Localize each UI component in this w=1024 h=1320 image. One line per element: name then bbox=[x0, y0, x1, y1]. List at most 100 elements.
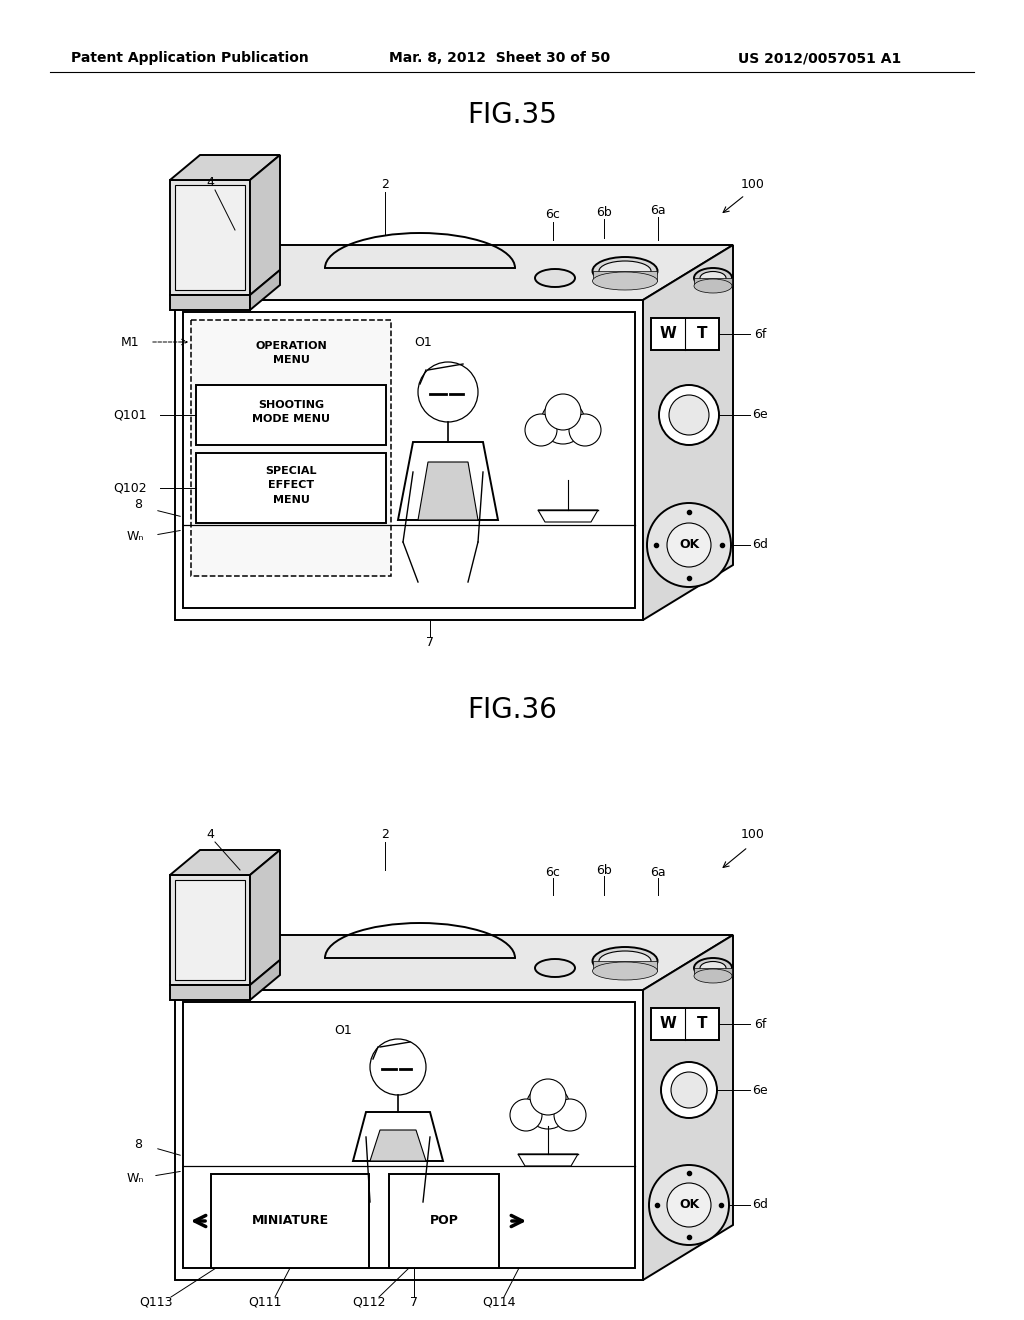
Bar bbox=[170, 985, 250, 1001]
Polygon shape bbox=[250, 850, 280, 985]
Circle shape bbox=[418, 362, 478, 422]
Text: W: W bbox=[659, 326, 677, 342]
Circle shape bbox=[671, 1072, 707, 1107]
Ellipse shape bbox=[694, 958, 732, 978]
Text: Q114: Q114 bbox=[482, 1295, 516, 1308]
Ellipse shape bbox=[694, 268, 732, 288]
Circle shape bbox=[659, 385, 719, 445]
Text: 6f: 6f bbox=[754, 1018, 766, 1031]
Bar bbox=[175, 300, 643, 620]
Text: 8: 8 bbox=[134, 1138, 142, 1151]
Text: MINIATURE: MINIATURE bbox=[252, 1214, 329, 1228]
Circle shape bbox=[525, 414, 557, 446]
Text: Wₙ: Wₙ bbox=[126, 531, 143, 544]
Polygon shape bbox=[353, 1111, 443, 1162]
Text: SHOOTING: SHOOTING bbox=[258, 400, 324, 411]
Polygon shape bbox=[694, 279, 732, 286]
Circle shape bbox=[541, 400, 585, 444]
Text: Patent Application Publication: Patent Application Publication bbox=[71, 51, 309, 65]
Polygon shape bbox=[250, 271, 280, 310]
Bar bbox=[183, 312, 635, 609]
Text: 7: 7 bbox=[410, 1295, 418, 1308]
Text: 100: 100 bbox=[741, 178, 765, 191]
Text: Q112: Q112 bbox=[352, 1295, 386, 1308]
Text: 6c: 6c bbox=[546, 209, 560, 222]
Circle shape bbox=[545, 393, 581, 430]
Bar bbox=[196, 453, 386, 523]
Text: Q102: Q102 bbox=[114, 482, 146, 495]
Polygon shape bbox=[694, 968, 732, 975]
Ellipse shape bbox=[593, 257, 657, 285]
Text: 2: 2 bbox=[381, 178, 389, 191]
Ellipse shape bbox=[599, 950, 651, 972]
Circle shape bbox=[647, 503, 731, 587]
Text: Q113: Q113 bbox=[139, 1295, 173, 1308]
Ellipse shape bbox=[593, 962, 657, 979]
Text: 6b: 6b bbox=[596, 863, 612, 876]
Circle shape bbox=[526, 1085, 570, 1129]
Text: W: W bbox=[659, 1016, 677, 1031]
Bar bbox=[211, 1173, 369, 1269]
Circle shape bbox=[667, 523, 711, 568]
Bar bbox=[651, 1008, 719, 1040]
Bar bbox=[175, 880, 245, 979]
Ellipse shape bbox=[700, 961, 726, 974]
Text: 6b: 6b bbox=[596, 206, 612, 219]
Text: 6f: 6f bbox=[754, 327, 766, 341]
Polygon shape bbox=[175, 246, 733, 300]
Text: Mar. 8, 2012  Sheet 30 of 50: Mar. 8, 2012 Sheet 30 of 50 bbox=[389, 51, 610, 65]
Text: O1: O1 bbox=[334, 1023, 352, 1036]
Polygon shape bbox=[175, 935, 733, 990]
Ellipse shape bbox=[593, 946, 657, 975]
Circle shape bbox=[370, 1039, 426, 1096]
Text: MODE MENU: MODE MENU bbox=[252, 414, 330, 424]
Text: 6d: 6d bbox=[752, 539, 768, 552]
Text: T: T bbox=[696, 326, 708, 342]
Text: O1: O1 bbox=[414, 335, 432, 348]
Circle shape bbox=[649, 1166, 729, 1245]
Text: FIG.35: FIG.35 bbox=[467, 102, 557, 129]
Polygon shape bbox=[518, 1154, 578, 1166]
Polygon shape bbox=[250, 154, 280, 294]
Ellipse shape bbox=[599, 261, 651, 281]
Bar bbox=[170, 294, 250, 310]
Polygon shape bbox=[170, 154, 280, 180]
Text: OK: OK bbox=[679, 539, 699, 552]
Ellipse shape bbox=[694, 969, 732, 983]
Polygon shape bbox=[250, 960, 280, 1001]
Text: 6d: 6d bbox=[752, 1199, 768, 1212]
Text: 8: 8 bbox=[134, 499, 142, 511]
Text: FIG.36: FIG.36 bbox=[467, 696, 557, 723]
Circle shape bbox=[530, 1078, 566, 1115]
Text: Q101: Q101 bbox=[114, 408, 146, 421]
Bar bbox=[196, 385, 386, 445]
Ellipse shape bbox=[700, 272, 726, 285]
Text: 100: 100 bbox=[741, 829, 765, 842]
Text: 6e: 6e bbox=[753, 408, 768, 421]
Text: MENU: MENU bbox=[272, 495, 309, 506]
Ellipse shape bbox=[694, 279, 732, 293]
Polygon shape bbox=[593, 271, 657, 281]
Text: T: T bbox=[696, 1016, 708, 1031]
Text: Wₙ: Wₙ bbox=[126, 1172, 143, 1184]
Bar bbox=[175, 990, 643, 1280]
Text: Q111: Q111 bbox=[248, 1295, 282, 1308]
Text: EFFECT: EFFECT bbox=[268, 480, 314, 490]
Circle shape bbox=[569, 414, 601, 446]
Text: 2: 2 bbox=[381, 829, 389, 842]
Polygon shape bbox=[593, 961, 657, 972]
Circle shape bbox=[554, 1100, 586, 1131]
Text: 6a: 6a bbox=[650, 866, 666, 879]
Polygon shape bbox=[370, 1130, 426, 1162]
Polygon shape bbox=[643, 935, 733, 1280]
Text: POP: POP bbox=[429, 1214, 459, 1228]
Ellipse shape bbox=[535, 960, 575, 977]
Text: 7: 7 bbox=[426, 635, 434, 648]
Text: SPECIAL: SPECIAL bbox=[265, 466, 316, 477]
Bar bbox=[651, 318, 719, 350]
Circle shape bbox=[669, 395, 709, 436]
Text: MENU: MENU bbox=[272, 355, 309, 366]
Circle shape bbox=[667, 1183, 711, 1228]
Text: 6c: 6c bbox=[546, 866, 560, 879]
Text: 4: 4 bbox=[206, 177, 214, 190]
